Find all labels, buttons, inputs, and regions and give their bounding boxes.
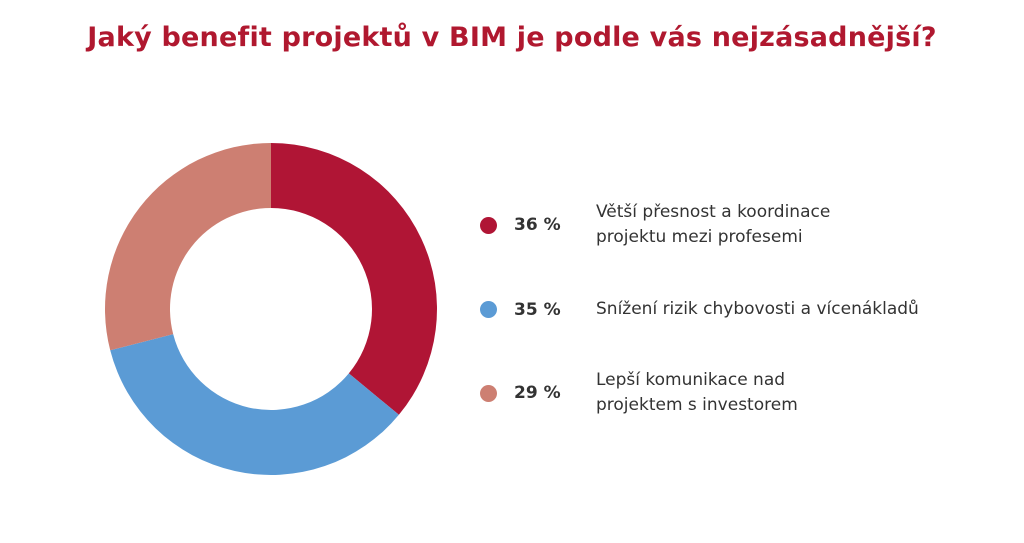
legend-item-2: 35 % Snížení rizik chybovosti a vícenákl… (480, 297, 919, 322)
legend-percent-2: 35 % (514, 299, 561, 320)
legend-label-3: Lepší komunikace nad projektem s investo… (596, 370, 798, 415)
donut-slices (105, 143, 437, 475)
donut-slice-1 (271, 143, 437, 415)
legend-dot-2 (480, 301, 497, 318)
legend-percent-3: 29 % (514, 383, 561, 403)
legend-dot-1 (480, 216, 497, 234)
legend-dot-3 (480, 384, 497, 402)
donut-slice-3 (105, 143, 271, 351)
legend-item-1: 36 % Větší přesnost a koordinace projekt… (480, 200, 830, 250)
legend-item-3: 29 % Lepší komunikace nad projektem s in… (480, 368, 798, 418)
donut-slice-2 (110, 334, 399, 475)
legend-percent-1: 36 % (514, 215, 561, 235)
legend-label-2: Snížení rizik chybovosti a vícenákladů (596, 299, 919, 319)
chart-title: Jaký benefit projektů v BIM je podle vás… (87, 22, 937, 53)
legend-label-1: Větší přesnost a koordinace projektu mez… (596, 202, 831, 247)
chart-legend: 36 % Větší přesnost a koordinace projekt… (480, 0, 1000, 543)
